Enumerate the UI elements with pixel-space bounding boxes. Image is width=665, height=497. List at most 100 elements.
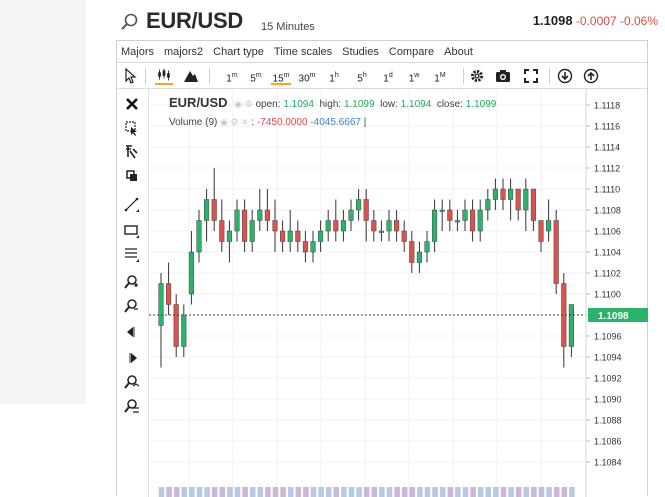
low-label: low: <box>380 99 398 110</box>
candle-body <box>325 220 331 232</box>
candle-body <box>158 283 164 326</box>
chart-header: EUR/USD 15 Minutes 1.1098 -0.0007 -0.06% <box>118 8 658 36</box>
interval-button-1w[interactable]: 1w <box>407 67 421 85</box>
y-tick-label: 1.1114 <box>594 143 620 153</box>
volume-bar <box>394 487 400 497</box>
magnet-icon[interactable] <box>123 143 141 161</box>
camera-icon[interactable] <box>495 67 511 85</box>
cursor-icon[interactable] <box>123 67 137 85</box>
copy-icon[interactable] <box>123 167 141 185</box>
menu-item-majors[interactable]: Majors <box>121 45 155 58</box>
candlestick-chart[interactable]: 1.1118 1.1116 1.1114 1.1112 1.1110 1.1108 1.11… <box>149 89 649 497</box>
candle-body <box>409 241 415 263</box>
candle-body <box>196 220 202 253</box>
candle-body <box>432 209 438 242</box>
volume-bar <box>401 487 408 497</box>
interval-button-1M[interactable]: 1M <box>433 67 447 85</box>
volume-bar <box>485 487 492 497</box>
candle-body <box>439 209 445 212</box>
crosshair-select-icon[interactable] <box>123 119 141 137</box>
menu-item-about[interactable]: About <box>444 45 473 58</box>
candle-body <box>295 230 301 242</box>
hide-series-icon[interactable]: ◉ ⚙ <box>234 99 253 109</box>
interval-number: 1 <box>434 73 440 85</box>
zoom-fit-icon[interactable] <box>123 397 141 415</box>
volume-bar <box>561 487 568 497</box>
volume-bar <box>531 487 537 497</box>
fibonacci-icon[interactable] <box>123 245 141 263</box>
menu-item-compare[interactable]: Compare <box>388 45 435 58</box>
open-label: open: <box>255 99 281 110</box>
volume-bar <box>439 487 446 497</box>
volume-bar <box>356 487 362 497</box>
candlestick-type-icon[interactable] <box>155 67 173 85</box>
volume-bar <box>310 487 317 497</box>
menu-item-majors2[interactable]: majors2 <box>164 45 204 58</box>
y-tick-label: 1.1104 <box>594 248 621 258</box>
interval-button-5h[interactable]: 5h <box>355 67 369 85</box>
volume-controls-icon[interactable]: ◉ ⚙ ✕ <box>220 117 249 127</box>
upload-icon[interactable] <box>583 67 599 85</box>
candle-body <box>188 251 194 295</box>
candle-body <box>530 188 536 221</box>
volume-bar <box>249 487 256 497</box>
settings-icon[interactable] <box>469 67 485 85</box>
volume-separator: : <box>251 117 255 128</box>
interval-button-30m[interactable]: 30m <box>297 67 317 85</box>
rectangle-tool-icon[interactable] <box>123 221 141 239</box>
interval-button-1m[interactable]: 1m <box>225 67 239 85</box>
menu-item-studies[interactable]: Studies <box>342 45 379 58</box>
candle-body <box>219 220 225 242</box>
volume-bar <box>417 487 423 497</box>
volume-bar <box>538 487 545 497</box>
y-tick-label: 1.1088 <box>594 416 622 426</box>
interval-unit: w <box>414 72 420 79</box>
y-tick-label: 1.1090 <box>594 395 622 405</box>
chart-area[interactable]: 1.1118 1.1116 1.1114 1.1112 1.1110 1.1108 1.11… <box>149 89 649 497</box>
menu-item-chart-type[interactable]: Chart type <box>213 45 264 58</box>
candle-body <box>211 199 217 221</box>
symbol-title[interactable]: EUR/USD <box>146 8 243 33</box>
volume-bar <box>280 487 286 497</box>
volume-bar <box>462 487 469 497</box>
fullscreen-icon[interactable] <box>523 67 539 85</box>
download-icon[interactable] <box>557 67 573 85</box>
scroll-right-icon[interactable] <box>123 349 141 367</box>
open-value: 1.1094 <box>283 99 314 110</box>
close-value: 1.1099 <box>465 99 497 110</box>
interval-unit: m <box>309 72 316 79</box>
interval-button-5m[interactable]: 5m <box>249 67 263 85</box>
candle-body <box>333 220 339 232</box>
menu-item-time-scales[interactable]: Time scales <box>273 45 333 58</box>
candle-body <box>546 220 552 232</box>
candle-body <box>318 230 324 242</box>
interval-unit: d <box>388 72 393 79</box>
zoom-reset-icon[interactable] <box>123 373 141 391</box>
ohlc-legend: EUR/USD ◉ ⚙ open: 1.1094 high: 1.1099 lo… <box>169 95 496 110</box>
interval-button-1d[interactable]: 1d <box>381 67 395 85</box>
zoom-in-icon[interactable] <box>123 273 141 291</box>
volume-bar <box>386 487 393 497</box>
volume-bar <box>341 487 347 497</box>
mountain-type-icon[interactable] <box>183 67 199 85</box>
current-price-tag <box>588 308 648 322</box>
interval-label: 15 Minutes <box>261 21 315 33</box>
y-tick-label: 1.1108 <box>594 206 621 216</box>
candle-body <box>454 220 460 223</box>
y-tick-label: 1.1084 <box>594 458 622 468</box>
trend-line-icon[interactable] <box>123 195 141 213</box>
volume-bar <box>424 487 431 497</box>
interval-button-1h[interactable]: 1h <box>327 67 341 85</box>
chart-toolbar: 1m 5m 15m 30m 1h 5h 1d 1w 1M <box>117 63 647 89</box>
candle-body <box>538 220 544 242</box>
candle-body <box>492 188 498 200</box>
interval-button-15m[interactable]: 15m <box>271 67 291 85</box>
scroll-left-icon[interactable] <box>123 323 141 341</box>
volume-bar <box>515 487 522 497</box>
y-tick-label: 1.1102 <box>594 269 621 279</box>
candle-body <box>485 199 491 211</box>
search-icon[interactable] <box>120 12 140 32</box>
close-icon[interactable] <box>123 95 141 113</box>
zoom-out-icon[interactable] <box>123 297 141 315</box>
last-price: 1.1098 <box>532 13 573 28</box>
